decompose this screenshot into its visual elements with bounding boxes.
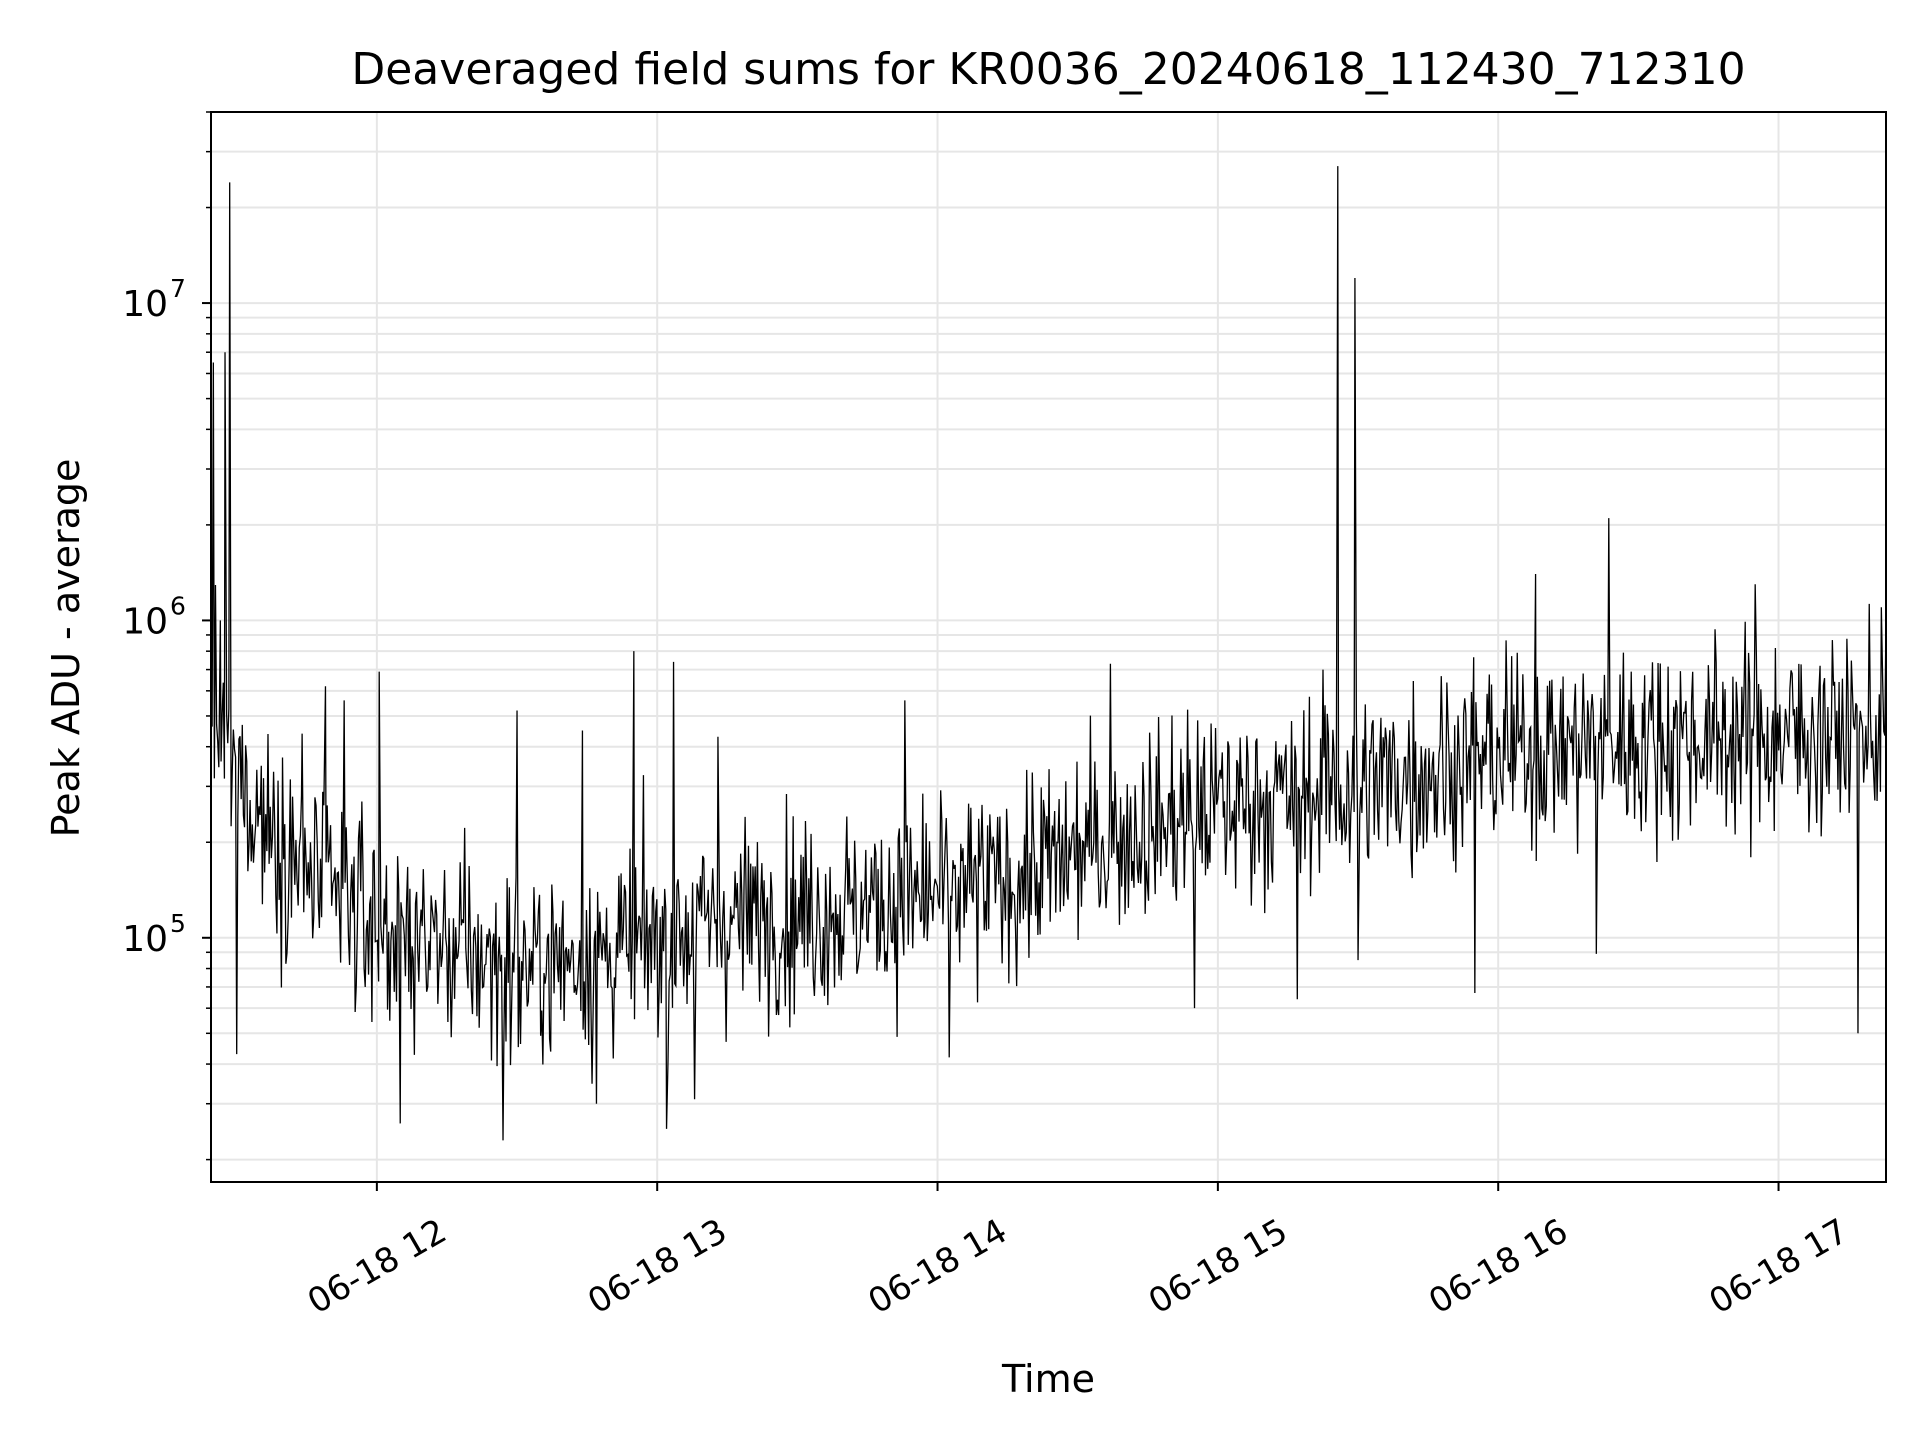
y-tick-label-exponent: 5 bbox=[170, 909, 186, 938]
y-tick-label-exponent: 7 bbox=[170, 274, 186, 303]
x-axis-label: Time bbox=[1001, 1357, 1095, 1401]
y-tick-label: 10 bbox=[122, 284, 168, 325]
series bbox=[210, 166, 1887, 1141]
series-line bbox=[210, 166, 1887, 1141]
chart-title: Deaveraged field sums for KR0036_2024061… bbox=[351, 44, 1745, 95]
y-tick-label: 10 bbox=[122, 601, 168, 642]
y-axis-label: Peak ADU - average bbox=[44, 459, 88, 838]
y-tick-label-exponent: 6 bbox=[170, 591, 186, 620]
y-tick-label: 10 bbox=[122, 919, 168, 960]
axes-frame bbox=[210, 111, 1887, 1183]
